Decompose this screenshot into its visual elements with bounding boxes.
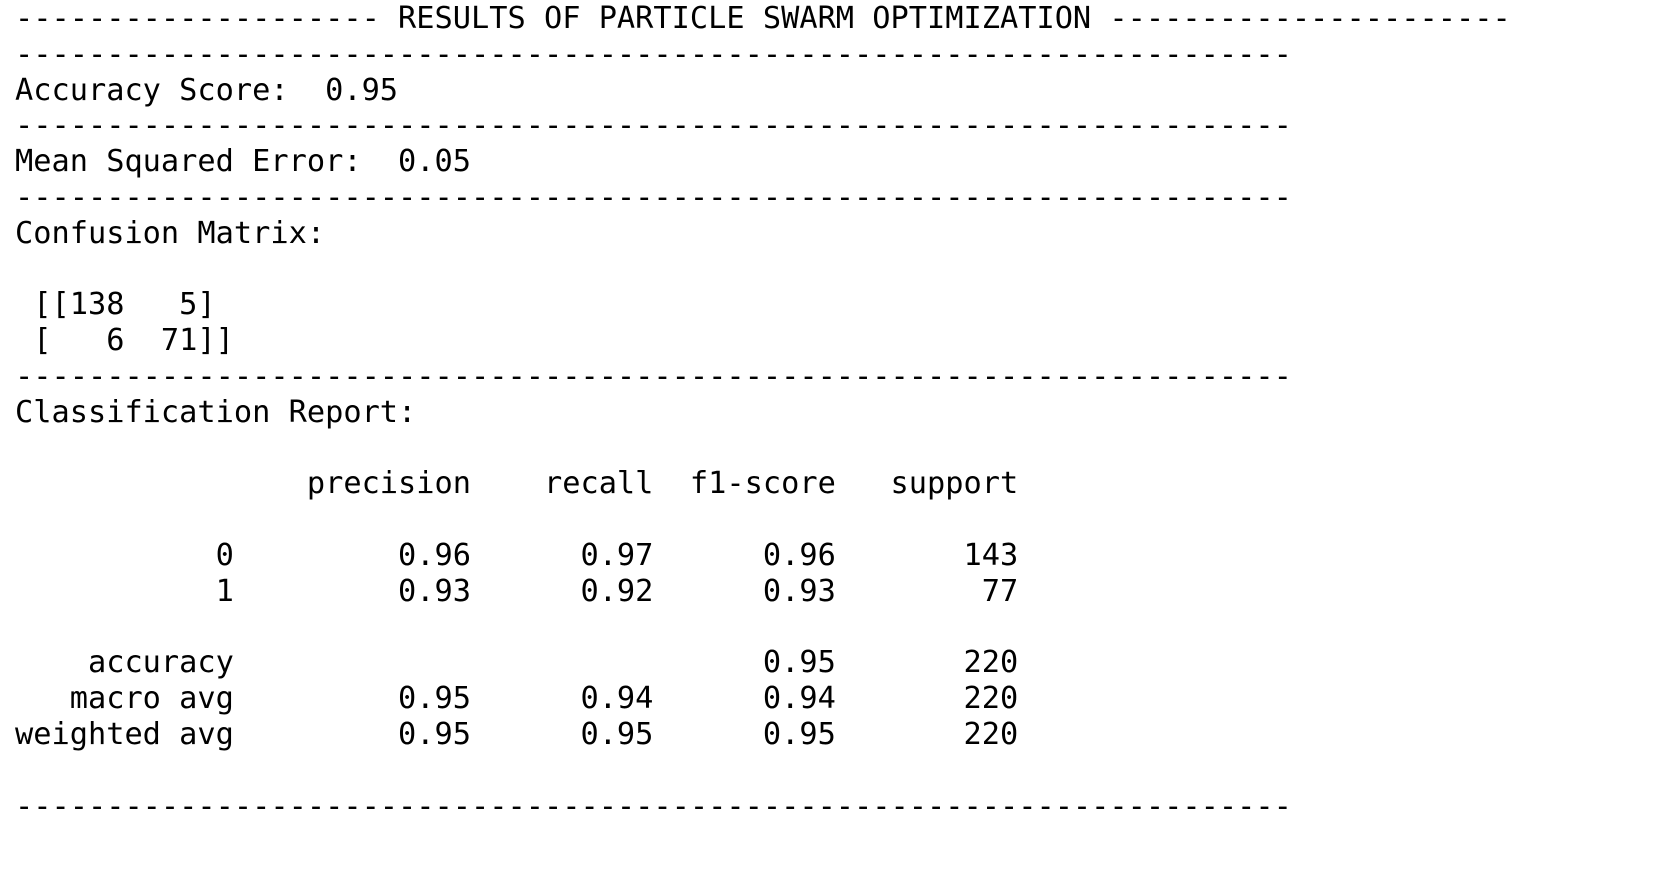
divider: ----------------------------------------…: [15, 788, 1292, 824]
divider: ----------------------------------------…: [15, 108, 1292, 144]
report-summary-row: accuracy 0.95 220: [15, 645, 1019, 681]
confusion-matrix-row: [[138 5]: [15, 287, 216, 323]
report-header: precision recall f1-score support: [15, 466, 1019, 502]
mean-squared-error: Mean Squared Error: 0.05: [15, 144, 472, 180]
confusion-matrix-row: [ 6 71]]: [15, 323, 234, 359]
confusion-matrix-label: Confusion Matrix:: [15, 215, 326, 251]
blank-line: [15, 431, 1511, 467]
blank-line: [15, 610, 1511, 646]
divider: ----------------------------------------…: [15, 36, 1292, 72]
report-row: 1 0.93 0.92 0.93 77: [15, 573, 1019, 609]
report-row: 0 0.96 0.97 0.96 143: [15, 537, 1019, 573]
blank-line: [15, 753, 1511, 789]
report-summary-row: macro avg 0.95 0.94 0.94 220: [15, 681, 1019, 717]
results-title: -------------------- RESULTS OF PARTICLE…: [15, 1, 1511, 36]
divider: ----------------------------------------…: [15, 179, 1292, 215]
accuracy-score: Accuracy Score: 0.95: [15, 72, 399, 108]
blank-line: [15, 252, 1511, 288]
blank-line: [15, 502, 1511, 538]
console-output: -------------------- RESULTS OF PARTICLE…: [15, 1, 1511, 824]
classification-report-label: Classification Report:: [15, 394, 417, 430]
report-summary-row: weighted avg 0.95 0.95 0.95 220: [15, 716, 1019, 752]
divider: ----------------------------------------…: [15, 358, 1292, 394]
